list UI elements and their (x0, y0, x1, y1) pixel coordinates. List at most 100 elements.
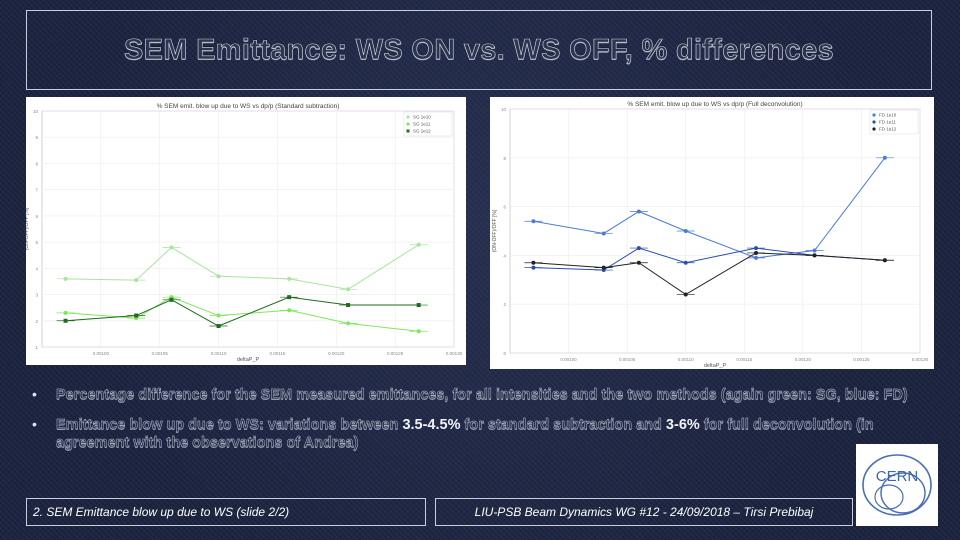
data-point (63, 276, 68, 281)
y-tick-label: 3 (35, 293, 38, 298)
legend-marker (872, 127, 876, 131)
data-point (601, 265, 606, 270)
cern-logo-icon: CERN (862, 454, 932, 516)
chart-title: % SEM emit. blow up due to WS vs dp/p (S… (157, 103, 340, 110)
y-axis-label: (ON-OFF)/OFF [%] (26, 207, 30, 250)
bullet-text: Percentage difference for the SEM measur… (56, 387, 908, 403)
data-point (416, 242, 421, 247)
legend-label: SG 1e12 (413, 129, 431, 134)
bullet-dot-icon: • (32, 386, 37, 402)
x-tick-label: 0.00120 (795, 357, 812, 362)
x-tick-label: 0.00125 (853, 357, 870, 362)
data-point (346, 321, 351, 326)
y-tick-label: 10 (501, 107, 507, 112)
x-tick-label: 0.00130 (446, 351, 463, 356)
data-point (636, 260, 641, 265)
highlight-standard: 3.5-4.5% (402, 417, 461, 433)
data-point (683, 292, 688, 297)
y-tick-label: 10 (33, 109, 39, 114)
bullet-list: • Percentage difference for the SEM meas… (30, 386, 910, 464)
y-tick-label: 7 (35, 188, 38, 193)
chart-standard-subtraction: 1 2 3 4 5 6 7 8 9 10 0.00100 0.00105 0.00110 0.00115 0… (26, 103, 463, 363)
x-tick-label: 0.00100 (560, 357, 577, 362)
data-point (882, 258, 887, 263)
legend-box (403, 111, 453, 137)
data-point (216, 274, 221, 279)
data-point (134, 313, 139, 318)
x-tick-label: 0.00105 (152, 351, 169, 356)
x-tick-label: 0.00115 (736, 357, 752, 362)
legend-label: SG 1e10 (413, 115, 431, 120)
y-tick-label: 9 (35, 135, 38, 140)
x-tick-label: 0.00100 (93, 351, 110, 356)
y-tick-label: 8 (35, 161, 38, 166)
x-tick-label: 0.00110 (211, 351, 227, 356)
slide-title: SEM Emittance: WS ON vs. WS OFF, % diffe… (124, 33, 834, 66)
chart-title: % SEM emit. blow up due to WS vs dp/p (F… (627, 101, 802, 108)
data-point (216, 313, 221, 318)
bullet-item: • Percentage difference for the SEM meas… (30, 386, 910, 404)
y-tick-label: 2 (503, 302, 506, 307)
data-point (287, 276, 292, 281)
cern-logo: CERN (856, 444, 938, 526)
legend-label: FD 1e10 (879, 113, 897, 118)
footer-section: 2. SEM Emittance blow up due to WS (slid… (26, 498, 426, 526)
legend-label: SG 1e11 (413, 122, 431, 127)
bullet-text-pre: Emittance blow up due to WS: variations … (56, 417, 403, 433)
legend: SG 1e10 SG 1e11 SG 1e12 (403, 111, 453, 137)
bullet-text: Emittance blow up due to WS: variations … (56, 416, 910, 452)
plot-full-deconvolution: 0 2 4 6 8 10 0.00100 0.00105 0.00110 0.00115 0.001… (490, 97, 934, 369)
y-tick-label: 4 (503, 253, 506, 258)
y-tick-label: 6 (35, 214, 38, 219)
y-tick-label: 8 (503, 156, 506, 161)
data-point (754, 250, 758, 255)
data-point (416, 329, 421, 334)
y-tick-label: 6 (503, 205, 506, 210)
x-tick-label: 0.00105 (619, 357, 636, 362)
y-axis-label: (ON-OFF)/OFF [%] (492, 209, 498, 252)
x-tick-label: 0.00110 (678, 357, 694, 362)
data-point (754, 255, 758, 260)
legend-marker (406, 129, 410, 133)
legend-marker (406, 122, 410, 126)
data-point (416, 303, 421, 308)
data-point (812, 253, 817, 258)
plot-area (41, 110, 455, 348)
y-tick-label: 2 (35, 319, 38, 324)
footer-section-text: 2. SEM Emittance blow up due to WS (slid… (33, 505, 290, 519)
y-tick-label: 4 (35, 266, 38, 271)
bullet-text-mid: for standard subtraction and (460, 417, 666, 433)
y-tick-label: 1 (35, 345, 38, 350)
data-point (287, 308, 292, 313)
data-point (882, 155, 887, 160)
legend-marker (406, 115, 410, 119)
y-tick-label: 0 (503, 351, 506, 356)
bullet-dot-icon: • (32, 416, 37, 432)
data-point (754, 246, 758, 251)
data-point (683, 229, 688, 233)
legend-label: FD 1e11 (879, 120, 896, 125)
x-tick-label: 0.00130 (912, 357, 929, 362)
x-axis-label: deltaP_P (237, 357, 260, 363)
data-point (169, 245, 174, 250)
x-tick-label: 0.00125 (387, 351, 404, 356)
footer-meeting-text: LIU-PSB Beam Dynamics WG #12 - 24/09/201… (474, 505, 814, 519)
x-tick-label: 0.00115 (269, 351, 285, 356)
data-point (346, 303, 351, 308)
data-point (531, 260, 536, 265)
data-point (346, 287, 351, 292)
data-point (601, 231, 606, 236)
bullet-text-post: for full deconvolution (in agreement wit… (56, 417, 874, 451)
bullet-item: • Emittance blow up due to WS: variation… (30, 416, 910, 452)
data-point (812, 248, 817, 253)
data-point (63, 310, 68, 315)
cern-logo-text: CERN (876, 468, 919, 485)
data-point (683, 260, 688, 265)
data-point (636, 246, 641, 251)
data-point (63, 318, 68, 323)
chart-full-deconvolution: 0 2 4 6 8 10 0.00100 0.00105 0.00110 0.00115 0.001… (492, 101, 929, 369)
legend-marker (872, 113, 876, 117)
y-tick-label: 5 (35, 240, 38, 245)
data-point (216, 324, 221, 329)
highlight-full: 3-6% (665, 417, 700, 433)
